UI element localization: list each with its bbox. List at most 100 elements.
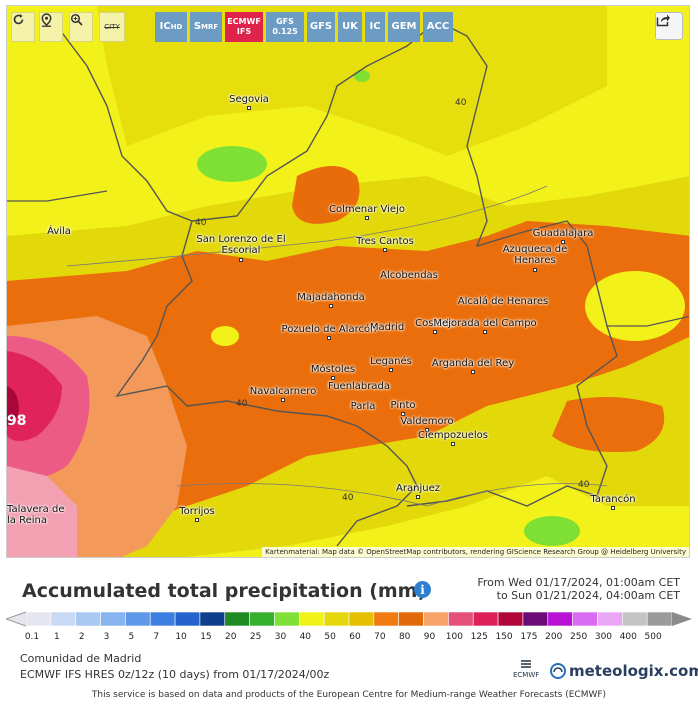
- brand-logo[interactable]: meteologix.com: [550, 662, 698, 680]
- city-marker: [433, 330, 437, 334]
- legend-swatch: [572, 611, 598, 627]
- zoom-button[interactable]: [69, 12, 93, 42]
- city-label: Aranjuez: [396, 483, 440, 494]
- legend-tick-label: 25: [249, 632, 262, 642]
- model-label: IC: [369, 21, 381, 32]
- legend-tick-label: 20: [225, 632, 237, 642]
- legend-swatch: [50, 611, 76, 627]
- city-label: Alcalá de Henares: [457, 296, 549, 307]
- legend-tick-label: 300: [594, 632, 613, 642]
- legend-tick-label: 200: [545, 632, 563, 642]
- city-marker: [533, 268, 537, 272]
- city-marker: [471, 370, 475, 374]
- city-label: Alcobendas: [380, 270, 438, 281]
- legend-tick-label: 2: [78, 632, 85, 642]
- city-marker: [383, 248, 387, 252]
- precipitation-map[interactable]: CITY IC HD S MRF ECMWF IFS GFS 0.125 GFS UK …: [6, 5, 690, 558]
- model-ecmwf-ifs-button[interactable]: ECMWF IFS: [225, 12, 263, 42]
- model-label: IC: [159, 21, 171, 32]
- city-label: Fuenlabrada: [327, 381, 391, 392]
- share-button[interactable]: [655, 12, 683, 40]
- city-marker: [425, 428, 429, 432]
- legend-tick-label: 30: [274, 632, 287, 642]
- legend-tick-label: 3: [103, 632, 110, 642]
- model-icon-hd-button[interactable]: IC HD: [155, 12, 187, 42]
- legend-tick-label: 80: [398, 632, 411, 642]
- model-label: ACC: [426, 21, 450, 32]
- city-label: Azuqueca de Henares: [502, 244, 568, 266]
- info-icon[interactable]: i: [414, 581, 431, 598]
- legend-tick-label: 7: [153, 632, 160, 642]
- model-uk-button[interactable]: UK: [338, 12, 362, 42]
- legend-swatch: [25, 611, 52, 627]
- model-gfs-button[interactable]: GFS: [307, 12, 335, 42]
- color-legend: [6, 611, 692, 627]
- legend-swatch: [448, 611, 474, 627]
- region-name: Comunidad de Madrid: [20, 652, 142, 665]
- model-label: UK: [342, 21, 358, 32]
- ecmwf-logo: ECMWF: [513, 659, 539, 679]
- map-attribution[interactable]: Kartenmaterial: Map data © OpenStreetMap…: [262, 547, 689, 557]
- reload-button[interactable]: [11, 12, 35, 42]
- city-marker: [331, 376, 335, 380]
- isoline-label: 40: [578, 480, 590, 490]
- city-label: Coslada: [415, 318, 455, 329]
- legend-swatch: [100, 611, 126, 627]
- model-sub: 0.125: [272, 27, 298, 36]
- legend-swatch: [149, 611, 176, 627]
- city-label: Segovia: [229, 94, 269, 105]
- legend-tick-label: 90: [423, 632, 436, 642]
- model-sub: HD: [170, 23, 183, 31]
- city-label: Leganés: [370, 356, 412, 367]
- model-label: S: [193, 21, 202, 32]
- model-acc-button[interactable]: ACC: [423, 12, 453, 42]
- city-marker: [239, 258, 243, 262]
- city-label: Pinto: [390, 400, 416, 411]
- model-ic-button[interactable]: IC: [365, 12, 385, 42]
- legend-tick-label: 150: [495, 632, 513, 642]
- legend-tick-label: 50: [324, 632, 336, 642]
- legend-tick-label: 400: [619, 632, 637, 642]
- city-toggle-button[interactable]: CITY: [99, 12, 125, 42]
- isoline-label: 40: [195, 218, 207, 228]
- edge-value-label: 98: [7, 413, 27, 429]
- locate-button[interactable]: [39, 12, 63, 42]
- legend-swatch: [398, 611, 424, 627]
- model-label: GFS: [309, 21, 333, 32]
- city-marker: [281, 398, 285, 402]
- footer-note: This service is based on data and produc…: [91, 690, 607, 700]
- city-label: Ávila: [47, 226, 71, 237]
- city-marker: [451, 442, 455, 446]
- model-smrf-button[interactable]: S MRF: [190, 12, 222, 42]
- city-label: Majadahonda: [297, 292, 365, 303]
- legend-tick-label: 10: [175, 632, 187, 642]
- city-label: Pozuelo de Alarcón: [281, 324, 377, 335]
- legend-tick-label: 5: [128, 632, 135, 642]
- legend-swatch: [299, 611, 325, 627]
- city-marker: [611, 506, 615, 510]
- legend-tick-label: 500: [644, 632, 662, 642]
- legend-swatch: [323, 611, 350, 627]
- legend-tick-label: 0.1: [24, 632, 40, 642]
- city-label: Valdemoro: [400, 416, 454, 427]
- legend-swatch: [497, 611, 524, 627]
- legend-swatch: [75, 611, 101, 627]
- city-marker: [329, 304, 333, 308]
- legend-tick-label: 1: [53, 632, 60, 642]
- legend-swatch: [646, 611, 673, 627]
- legend-tick-label: 100: [445, 632, 463, 642]
- legend-swatch: [224, 611, 250, 627]
- isoline-label: 40: [236, 399, 248, 409]
- time-range: From Wed 01/17/2024, 01:00am CET to Sun …: [477, 576, 680, 602]
- legend-swatch: [125, 611, 151, 627]
- legend-swatch: [174, 611, 201, 627]
- city-label: Torrijos: [179, 506, 215, 517]
- legend-swatch: [199, 611, 226, 627]
- range-to: to Sun 01/21/2024, 04:00am CET: [496, 589, 680, 602]
- model-gfs-0125-button[interactable]: GFS 0.125: [266, 12, 304, 42]
- ecmwf-logo-mark-icon: [521, 660, 532, 668]
- legend-tick-label: 175: [520, 632, 538, 642]
- city-label: Guadalajara: [532, 228, 594, 239]
- legend-tick-label: 70: [374, 632, 386, 642]
- model-gem-button[interactable]: GEM: [388, 12, 420, 42]
